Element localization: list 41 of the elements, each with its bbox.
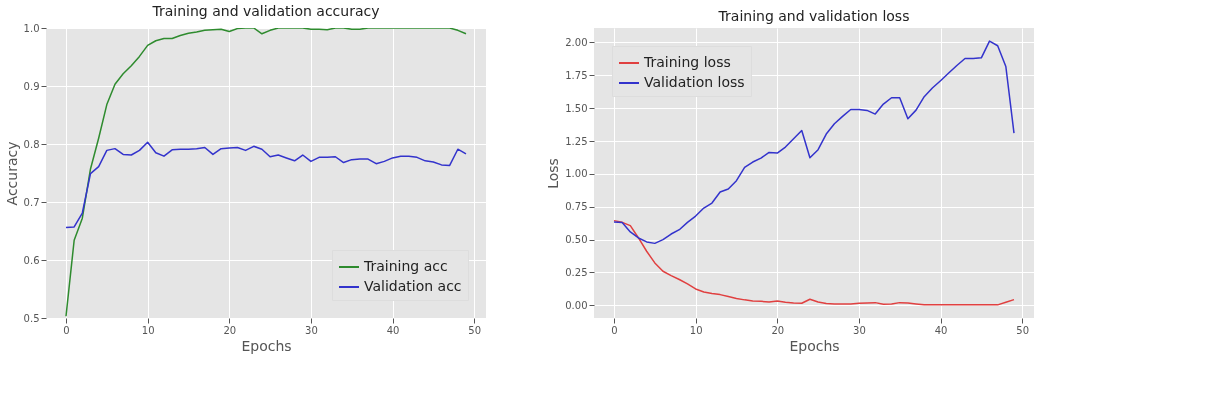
legend-label: Training loss [643,54,731,70]
x-axis-title: Epochs [241,337,292,354]
legend-label: Training acc [363,258,448,274]
y-tick-label: 0.00 [565,299,588,311]
y-tick-label: 0.8 [23,138,40,150]
y-tick-label: 0.50 [565,234,588,246]
x-tick-label: 10 [689,324,703,336]
x-tick-label: 0 [63,324,70,336]
y-tick-label: 0.25 [565,266,588,278]
legend-label: Validation loss [644,74,745,90]
x-tick-label: 30 [305,324,318,336]
y-tick-label: 1.00 [565,168,588,180]
x-tick-label: 50 [468,324,482,336]
y-tick-label: 0.75 [565,201,588,213]
y-axis-title: Loss [545,158,562,189]
line-series [613,219,1015,306]
y-tick-label: 1.25 [565,135,588,147]
x-tick-label: 20 [223,324,237,336]
line-series [613,40,1015,245]
line-series [65,28,467,318]
y-tick-label: 1.0 [23,22,40,34]
x-tick-label: 20 [771,324,785,336]
y-tick-label: 0.9 [23,80,40,92]
x-tick-label: 10 [141,324,155,336]
x-axis-title: Epochs [789,337,840,354]
x-tick-label: 0 [611,324,618,336]
y-tick-label: 2.00 [565,36,588,48]
x-tick-label: 40 [386,324,400,336]
x-tick-label: 30 [853,324,866,336]
chart-title: Training and validation loss [717,8,910,24]
y-tick-label: 1.75 [565,69,588,81]
y-tick-label: 0.6 [23,254,40,266]
x-tick-label: 50 [1016,324,1030,336]
y-axis-title: Accuracy [3,141,20,206]
line-series [65,141,467,229]
legend-label: Validation acc [364,278,462,294]
y-tick-label: 1.50 [565,102,588,114]
y-tick-label: 0.7 [23,196,40,208]
chart-title: Training and validation accuracy [151,3,380,19]
y-tick-label: 0.5 [23,312,40,324]
x-tick-label: 40 [934,324,948,336]
